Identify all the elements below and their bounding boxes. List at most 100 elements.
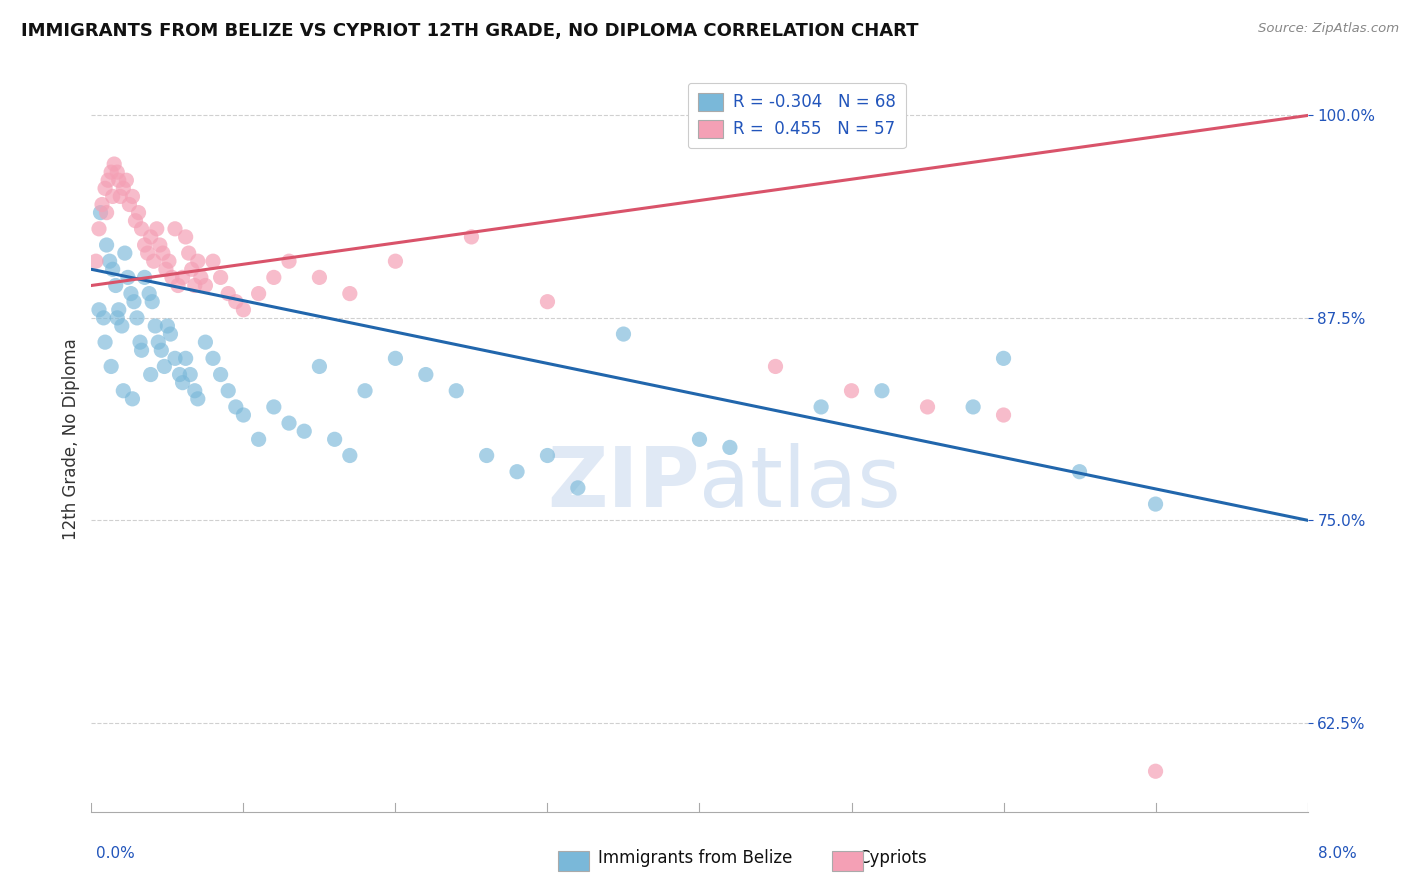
Point — [145, 222, 167, 236]
Point — [104, 278, 127, 293]
Point — [93, 310, 115, 325]
Point — [155, 262, 177, 277]
Point — [202, 351, 225, 366]
Text: Immigrants from Belize: Immigrants from Belize — [598, 849, 792, 867]
Point — [105, 310, 128, 325]
Point — [174, 351, 197, 366]
Point — [94, 335, 117, 350]
Point — [209, 270, 232, 285]
Text: 8.0%: 8.0% — [1317, 846, 1357, 861]
Point — [111, 318, 134, 333]
Point — [110, 189, 132, 203]
Point — [323, 433, 346, 447]
Point — [98, 254, 121, 268]
Point — [121, 189, 143, 203]
Point — [163, 351, 186, 366]
Point — [100, 359, 122, 374]
Text: 0.0%: 0.0% — [96, 846, 135, 861]
Point — [152, 246, 174, 260]
Point — [163, 222, 186, 236]
Point — [136, 246, 159, 260]
Point — [278, 254, 301, 268]
Text: ZIP: ZIP — [547, 443, 699, 524]
Point — [167, 278, 190, 293]
Text: Source: ZipAtlas.com: Source: ZipAtlas.com — [1258, 22, 1399, 36]
Point — [122, 294, 145, 309]
Point — [112, 181, 135, 195]
Point — [444, 384, 467, 398]
Point — [124, 213, 146, 227]
Point — [415, 368, 437, 382]
Point — [150, 343, 173, 358]
Point — [141, 294, 163, 309]
Point — [153, 359, 176, 374]
Point — [157, 254, 180, 268]
Text: atlas: atlas — [699, 443, 901, 524]
Point — [118, 197, 141, 211]
Point — [84, 254, 107, 268]
Point — [131, 222, 153, 236]
Point — [128, 205, 150, 219]
Point — [172, 376, 194, 390]
Point — [841, 384, 863, 398]
Legend: R = -0.304   N = 68, R =  0.455   N = 57: R = -0.304 N = 68, R = 0.455 N = 57 — [688, 83, 905, 148]
Point — [179, 368, 201, 382]
Point — [354, 384, 377, 398]
Point — [101, 262, 124, 277]
Point — [121, 392, 143, 406]
Text: IMMIGRANTS FROM BELIZE VS CYPRIOT 12TH GRADE, NO DIPLOMA CORRELATION CHART: IMMIGRANTS FROM BELIZE VS CYPRIOT 12TH G… — [21, 22, 918, 40]
Point — [134, 270, 156, 285]
Point — [97, 173, 120, 187]
Point — [91, 197, 114, 211]
Point — [506, 465, 529, 479]
Point — [993, 408, 1015, 422]
Point — [810, 400, 832, 414]
Point — [765, 359, 787, 374]
Point — [536, 449, 558, 463]
Point — [339, 286, 361, 301]
Point — [143, 318, 166, 333]
Point — [718, 441, 741, 455]
Point — [96, 238, 118, 252]
Point — [612, 327, 634, 342]
Point — [107, 173, 129, 187]
Point — [308, 270, 330, 285]
Point — [138, 286, 160, 301]
Point — [169, 368, 191, 382]
Point — [177, 246, 200, 260]
Point — [194, 278, 217, 293]
Point — [89, 205, 111, 219]
Point — [184, 278, 207, 293]
Point — [225, 294, 247, 309]
Point — [117, 270, 139, 285]
Point — [103, 157, 125, 171]
Point — [96, 205, 118, 219]
Point — [917, 400, 939, 414]
Point — [148, 335, 170, 350]
Point — [149, 238, 172, 252]
Point — [232, 408, 254, 422]
Point — [142, 254, 165, 268]
Point — [125, 310, 148, 325]
Point — [870, 384, 893, 398]
Point — [112, 384, 135, 398]
Point — [292, 424, 315, 438]
Point — [114, 246, 136, 260]
Point — [174, 230, 197, 244]
Point — [339, 449, 361, 463]
Point — [567, 481, 589, 495]
Point — [107, 302, 129, 317]
Point — [172, 270, 194, 285]
Point — [993, 351, 1015, 366]
Point — [209, 368, 232, 382]
Point — [384, 351, 406, 366]
Point — [384, 254, 406, 268]
Point — [190, 270, 212, 285]
Point — [194, 335, 217, 350]
Point — [187, 392, 209, 406]
Point — [962, 400, 984, 414]
Point — [87, 302, 110, 317]
Point — [278, 416, 301, 430]
Point — [115, 173, 138, 187]
Point — [184, 384, 207, 398]
